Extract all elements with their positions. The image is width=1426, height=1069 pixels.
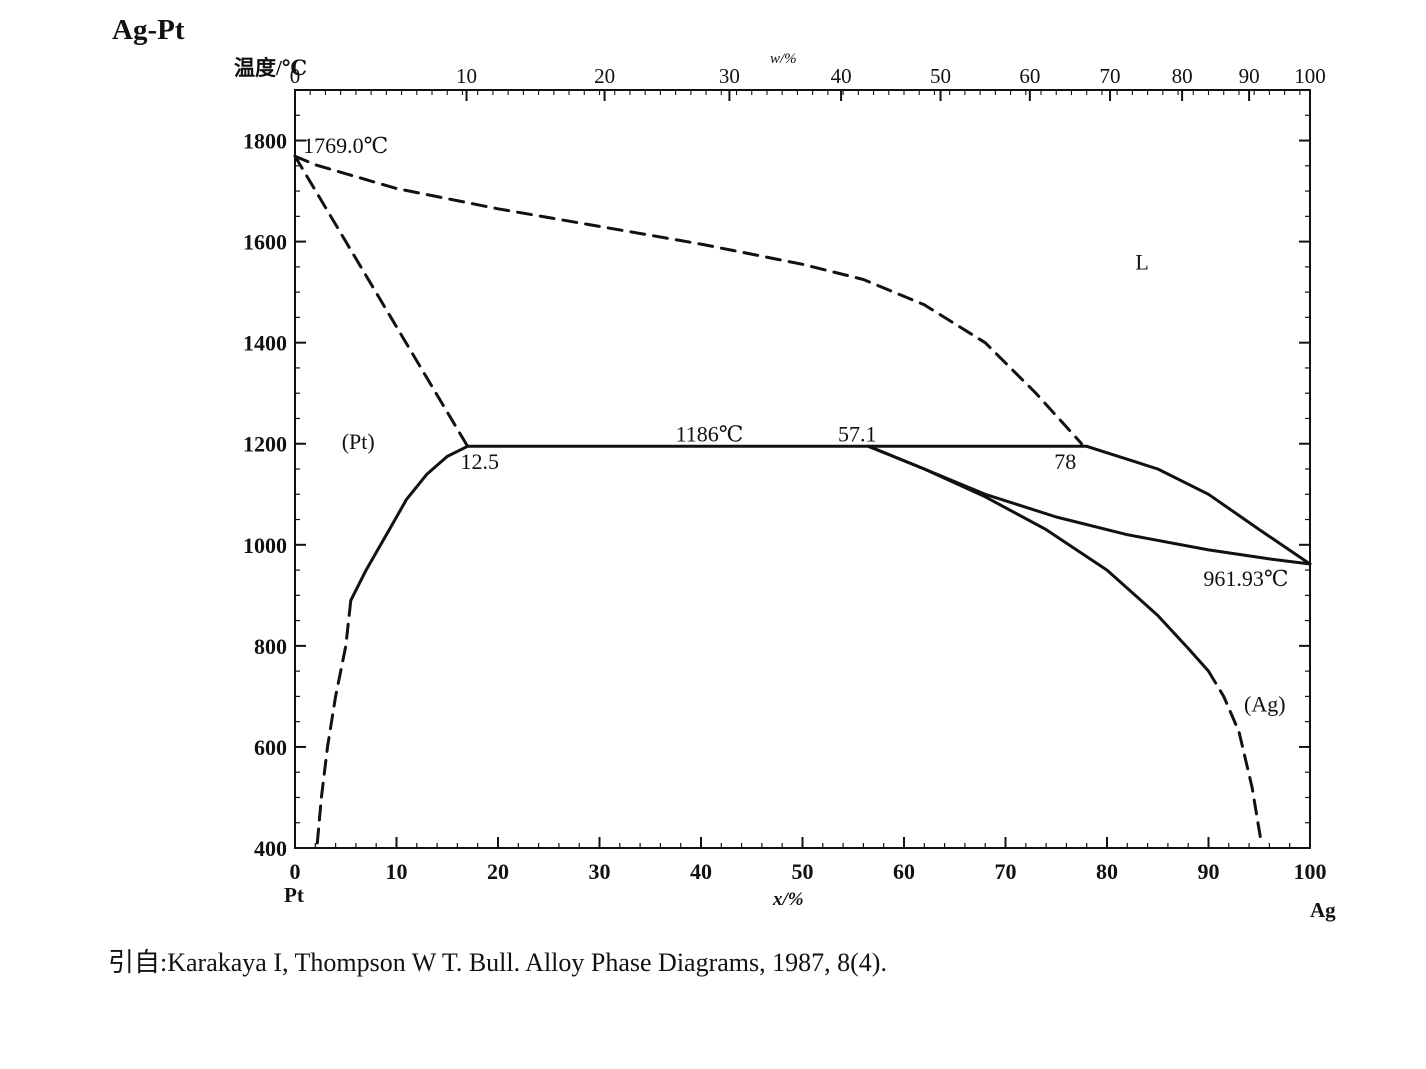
x2-axis-label: w/%	[770, 51, 797, 67]
phase-boundary-dashed-4	[315, 598, 353, 845]
phase-annotation: 12.5	[460, 449, 499, 474]
phase-annotation: (Ag)	[1244, 692, 1286, 717]
x-tick-label: 70	[995, 859, 1017, 884]
x2-tick-label: 80	[1172, 64, 1193, 88]
phase-annotation: 1186℃	[676, 422, 744, 447]
x2-tick-label: 100	[1294, 64, 1326, 88]
y-tick-label: 600	[254, 735, 287, 760]
x2-tick-label: 60	[1019, 64, 1040, 88]
y-tick-label: 1800	[243, 129, 287, 154]
x-axis-bottom: 0 10 20 30 40 50 60 70 80 90 100	[290, 837, 1327, 884]
phase-annotation: (Pt)	[342, 429, 375, 454]
x2-tick-label: 70	[1100, 64, 1121, 88]
y-axis-left: 400 600 800 1000 1200 1400 1600 1800	[243, 89, 306, 861]
x-tick-label: 20	[487, 859, 509, 884]
x2-tick-label: 30	[719, 64, 740, 88]
y-tick-label: 800	[254, 634, 287, 659]
x2-tick-label: 20	[594, 64, 615, 88]
figure-title: Ag-Pt	[112, 14, 185, 46]
x2-tick-label: 40	[831, 64, 852, 88]
x-tick-label: 30	[589, 859, 611, 884]
phase-boundary-solid-6	[867, 444, 1312, 566]
phase-boundary-dashed-0	[293, 154, 1084, 446]
phase-annotation: 57.1	[838, 422, 877, 447]
phase-annotation: 961.93℃	[1203, 566, 1288, 591]
phase-boundary-curves	[293, 154, 1312, 845]
x-tick-label: 90	[1198, 859, 1220, 884]
phase-boundary-solid-7	[867, 444, 1210, 673]
phase-annotation: L	[1135, 249, 1148, 274]
x-axis-top: 0 10 20 30 40 50 60 70 80 90 100	[290, 64, 1326, 101]
x2-tick-label: 90	[1239, 64, 1260, 88]
x-axis-label: x/%	[772, 889, 804, 910]
x-tick-label: 100	[1294, 859, 1327, 884]
source-citation: 引自:Karakaya I, Thompson W T. Bull. Alloy…	[108, 948, 887, 977]
x2-tick-label: 0	[290, 64, 301, 88]
x-tick-label: 40	[690, 859, 712, 884]
phase-boundary-dashed-8	[1207, 669, 1263, 845]
y-tick-label: 1000	[243, 533, 287, 558]
x-tick-label: 50	[792, 859, 814, 884]
x-min-component: Pt	[284, 883, 304, 907]
y-tick-label: 400	[254, 836, 287, 861]
phase-boundary-solid-5	[1085, 444, 1312, 566]
x-max-component: Ag	[1310, 898, 1336, 922]
y-axis-label: 温度/℃	[234, 56, 307, 80]
phase-annotation: 78	[1054, 449, 1076, 474]
x-tick-label: 80	[1096, 859, 1118, 884]
phase-boundary-dashed-1	[293, 154, 470, 448]
y-tick-label: 1600	[243, 230, 287, 255]
x-tick-label: 0	[290, 859, 301, 884]
phase-diagram-chart: 0 10 20 30 40 50 60 70 80 90 100 40060080010001200…	[234, 51, 1336, 922]
y-tick-label: 1400	[243, 331, 287, 356]
x-tick-label: 10	[386, 859, 408, 884]
x2-tick-label: 50	[930, 64, 951, 88]
x2-tick-label: 10	[456, 64, 477, 88]
y-axis-right	[1299, 89, 1310, 849]
y-tick-label: 1200	[243, 432, 287, 457]
phase-boundary-solid-3	[349, 444, 470, 602]
phase-annotations: 1769.0℃ L (Pt) 12.5 1186℃ 57.1 78 961.93℃ (Ag)	[303, 133, 1288, 716]
x-tick-label: 60	[893, 859, 915, 884]
phase-annotation: 1769.0℃	[303, 133, 388, 158]
